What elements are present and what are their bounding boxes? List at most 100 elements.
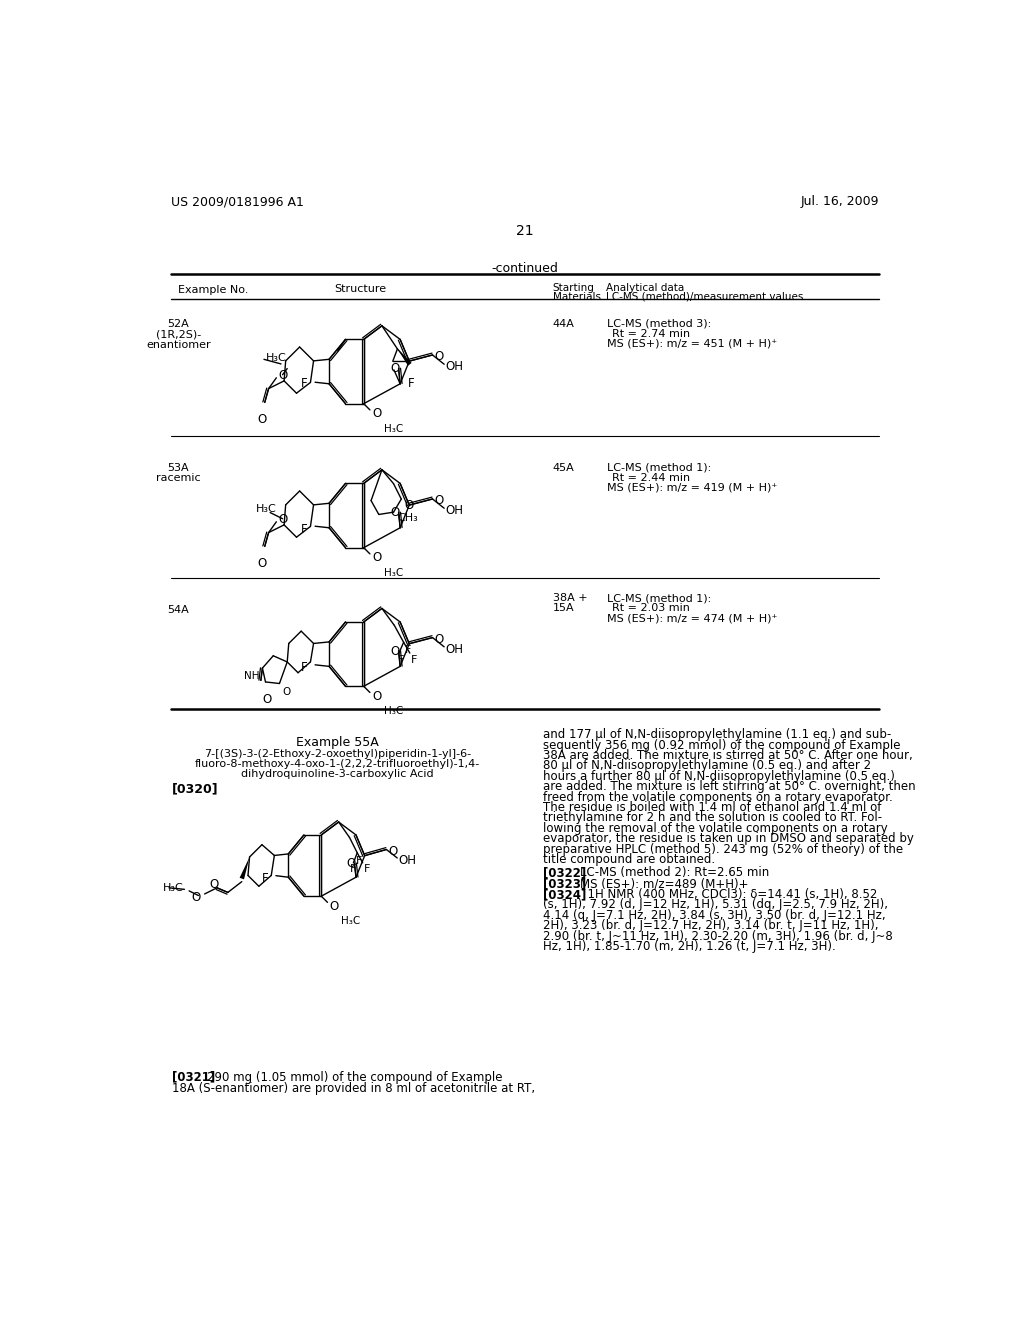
Text: OH: OH [445, 360, 464, 374]
Text: H₃C: H₃C [256, 504, 276, 515]
Text: F: F [412, 655, 418, 664]
Text: evaporator, the residue is taken up in DMSO and separated by: evaporator, the residue is taken up in D… [543, 832, 913, 845]
Text: Jul. 16, 2009: Jul. 16, 2009 [801, 195, 879, 209]
Text: LC-MS (method 2): Rt=2.65 min: LC-MS (method 2): Rt=2.65 min [580, 866, 769, 879]
Text: 45A: 45A [553, 462, 574, 473]
Text: The residue is boiled with 1.4 ml of ethanol and 1.4 ml of: The residue is boiled with 1.4 ml of eth… [543, 801, 881, 814]
Text: O: O [404, 499, 414, 512]
Text: lowing the removal of the volatile components on a rotary: lowing the removal of the volatile compo… [543, 822, 888, 834]
Text: Example No.: Example No. [178, 285, 249, 296]
Text: [0320]: [0320] [172, 781, 219, 795]
Text: F: F [262, 873, 268, 886]
Text: US 2009/0181996 A1: US 2009/0181996 A1 [171, 195, 303, 209]
Text: are added. The mixture is left stirring at 50° C. overnight, then: are added. The mixture is left stirring … [543, 780, 915, 793]
Text: OH: OH [445, 643, 464, 656]
Text: O: O [279, 513, 288, 525]
Text: 44A: 44A [553, 318, 574, 329]
Text: F: F [408, 376, 415, 389]
Text: MS (ES+): m/z = 419 (M + H)⁺: MS (ES+): m/z = 419 (M + H)⁺ [607, 483, 777, 492]
Text: OH: OH [398, 854, 417, 867]
Text: [0321]: [0321] [172, 1071, 215, 1084]
Text: 38A are added. The mixture is stirred at 50° C. After one hour,: 38A are added. The mixture is stirred at… [543, 748, 912, 762]
Text: sequently 356 mg (0.92 mmol) of the compound of Example: sequently 356 mg (0.92 mmol) of the comp… [543, 739, 900, 751]
Text: (1R,2S)-: (1R,2S)- [156, 330, 201, 339]
Text: O: O [346, 857, 355, 870]
Text: O: O [209, 878, 218, 891]
Text: 2H), 3.23 (br. d, J=12.7 Hz, 2H), 3.14 (br. t, J=11 Hz, 1H),: 2H), 3.23 (br. d, J=12.7 Hz, 2H), 3.14 (… [543, 919, 879, 932]
Text: (s, 1H), 7.92 (d, J=12 Hz, 1H), 5.31 (dq, J=2.5, 7.9 Hz, 2H),: (s, 1H), 7.92 (d, J=12 Hz, 1H), 5.31 (dq… [543, 899, 888, 911]
Text: H₃C: H₃C [384, 568, 403, 578]
Text: racemic: racemic [156, 474, 201, 483]
Text: preparative HPLC (method 5). 243 mg (52% of theory) of the: preparative HPLC (method 5). 243 mg (52%… [543, 842, 903, 855]
Text: H₃C: H₃C [265, 352, 287, 363]
Text: O: O [330, 900, 339, 912]
Text: LC-MS (method 1):: LC-MS (method 1): [607, 462, 712, 473]
Text: H₃C: H₃C [163, 883, 183, 892]
Text: [0323]: [0323] [543, 878, 586, 890]
Text: dihydroquinoline-3-carboxylic Acid: dihydroquinoline-3-carboxylic Acid [241, 770, 433, 779]
Text: [0324]: [0324] [543, 888, 586, 902]
Text: F: F [406, 645, 412, 655]
Text: LC-MS (method 1):: LC-MS (method 1): [607, 594, 712, 603]
Text: Materials: Materials [553, 292, 601, 301]
Text: O: O [262, 693, 271, 706]
Text: O: O [435, 350, 444, 363]
Text: F: F [301, 523, 307, 536]
Text: Hz, 1H), 1.85-1.70 (m, 2H), 1.26 (t, J=7.1 Hz, 3H).: Hz, 1H), 1.85-1.70 (m, 2H), 1.26 (t, J=7… [543, 940, 836, 953]
Text: O: O [435, 494, 444, 507]
Text: 290 mg (1.05 mmol) of the compound of Example: 290 mg (1.05 mmol) of the compound of Ex… [207, 1071, 503, 1084]
Text: F: F [364, 865, 370, 874]
Text: MS (ES+): m/z = 474 (M + H)⁺: MS (ES+): m/z = 474 (M + H)⁺ [607, 614, 777, 623]
Text: 15A: 15A [553, 603, 574, 614]
Text: NH: NH [244, 671, 259, 681]
Text: H₃C: H₃C [341, 916, 360, 927]
Text: 38A +: 38A + [553, 594, 588, 603]
Text: O: O [191, 891, 201, 904]
Text: LC-MS (method)/measurement values: LC-MS (method)/measurement values [606, 292, 804, 301]
Text: O: O [257, 413, 266, 426]
Text: 53A: 53A [168, 462, 189, 473]
Text: 80 μl of N,N-diisopropylethylamine (0.5 eq.) and after 2: 80 μl of N,N-diisopropylethylamine (0.5 … [543, 759, 870, 772]
Text: O: O [435, 632, 444, 645]
Text: 1H NMR (400 MHz, CDCl3): δ=14.41 (s, 1H), 8.52: 1H NMR (400 MHz, CDCl3): δ=14.41 (s, 1H)… [580, 888, 878, 902]
Text: O: O [279, 370, 288, 381]
Text: O: O [372, 552, 382, 564]
Text: -continued: -continued [492, 263, 558, 276]
Text: OH: OH [445, 504, 464, 517]
Text: 54A: 54A [168, 605, 189, 615]
Text: CH₃: CH₃ [397, 513, 418, 523]
Text: O: O [283, 686, 291, 697]
Text: H₃C: H₃C [384, 424, 403, 434]
Text: 4.14 (q, J=7.1 Hz, 2H), 3.84 (s, 3H), 3.50 (br. d, J=12.1 Hz,: 4.14 (q, J=7.1 Hz, 2H), 3.84 (s, 3H), 3.… [543, 908, 886, 921]
Text: F: F [349, 865, 356, 874]
Text: F: F [301, 661, 307, 675]
Text: 21: 21 [516, 224, 534, 238]
Text: F: F [397, 655, 403, 664]
Text: Structure: Structure [335, 284, 387, 294]
Text: F: F [301, 378, 307, 391]
Text: O: O [372, 690, 382, 702]
Text: Analytical data: Analytical data [606, 284, 684, 293]
Text: 52A: 52A [168, 318, 189, 329]
Text: O: O [390, 362, 399, 375]
Text: Rt = 2.44 min: Rt = 2.44 min [612, 473, 690, 483]
Text: [0322]: [0322] [543, 866, 586, 879]
Text: MS (ES+): m/z = 451 (M + H)⁺: MS (ES+): m/z = 451 (M + H)⁺ [607, 339, 777, 348]
Text: O: O [390, 644, 399, 657]
Text: O: O [257, 557, 266, 570]
Text: 18A (S-enantiomer) are provided in 8 ml of acetonitrile at RT,: 18A (S-enantiomer) are provided in 8 ml … [172, 1081, 536, 1094]
Text: F: F [355, 855, 362, 866]
Text: MS (ES+): m/z=489 (M+H)+: MS (ES+): m/z=489 (M+H)+ [580, 878, 749, 890]
Text: LC-MS (method 3):: LC-MS (method 3): [607, 318, 712, 329]
Polygon shape [397, 348, 412, 366]
Text: enantiomer: enantiomer [146, 341, 211, 350]
Text: Rt = 2.74 min: Rt = 2.74 min [612, 329, 690, 338]
Text: title compound are obtained.: title compound are obtained. [543, 853, 715, 866]
Text: O: O [389, 845, 398, 858]
Text: 7-[(3S)-3-(2-Ethoxy-2-oxoethyl)piperidin-1-yl]-6-: 7-[(3S)-3-(2-Ethoxy-2-oxoethyl)piperidin… [204, 748, 471, 759]
Text: hours a further 80 μl of N,N-diisopropylethylamine (0.5 eq.): hours a further 80 μl of N,N-diisopropyl… [543, 770, 895, 783]
Text: 2.90 (br. t, J~11 Hz, 1H), 2.30-2.20 (m, 3H), 1.96 (br. d, J~8: 2.90 (br. t, J~11 Hz, 1H), 2.30-2.20 (m,… [543, 929, 892, 942]
Text: O: O [372, 407, 382, 420]
Text: Example 55A: Example 55A [296, 737, 379, 748]
Text: Rt = 2.03 min: Rt = 2.03 min [612, 603, 690, 614]
